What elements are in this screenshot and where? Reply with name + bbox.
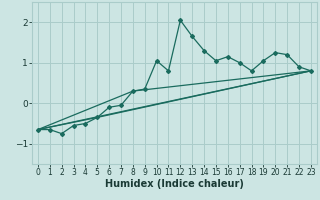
X-axis label: Humidex (Indice chaleur): Humidex (Indice chaleur) xyxy=(105,179,244,189)
